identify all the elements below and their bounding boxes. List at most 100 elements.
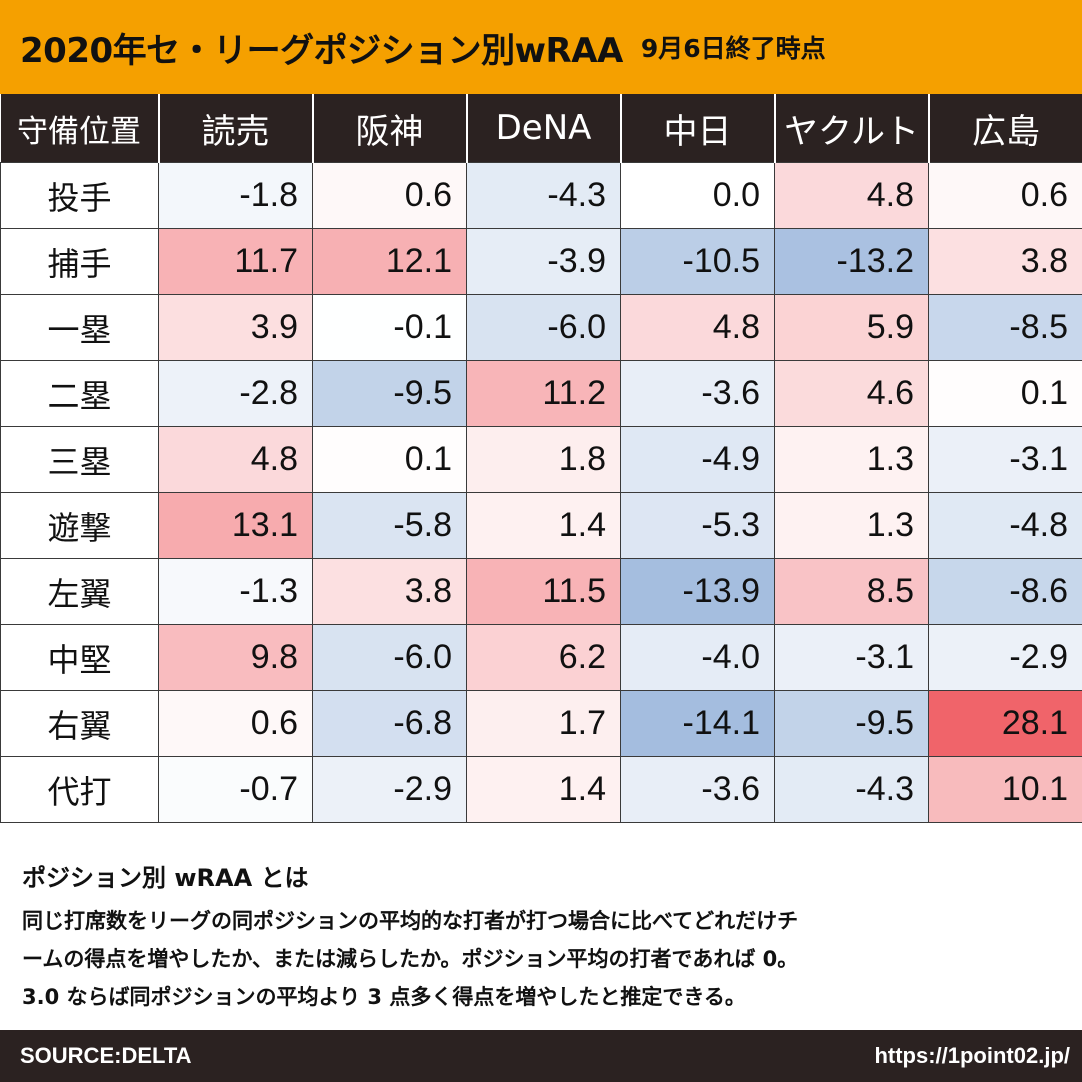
value-cell: 0.6 <box>312 162 467 229</box>
value-cell: 0.1 <box>928 360 1082 427</box>
description-body: 同じ打席数をリーグの同ポジションの平均的な打者が打つ場合に比べてどれだけチ ーム… <box>22 902 1067 1016</box>
value-cell: -9.5 <box>312 360 467 427</box>
value-cell: 1.3 <box>774 492 929 559</box>
position-label: 捕手 <box>0 228 159 295</box>
chart-subtitle: 9月6日終了時点 <box>640 34 826 63</box>
value-cell: -10.5 <box>620 228 775 295</box>
value-cell: -1.8 <box>158 162 313 229</box>
value-cell: -13.2 <box>774 228 929 295</box>
title-bar: 2020年セ・リーグポジション別wRAA 9月6日終了時点 <box>0 0 1082 94</box>
team-header: 阪神 <box>311 94 467 163</box>
value-cell: -0.1 <box>312 294 467 361</box>
value-cell: 0.6 <box>928 162 1082 229</box>
value-cell: -3.6 <box>620 360 775 427</box>
value-cell: 0.1 <box>312 426 467 493</box>
value-cell: -3.9 <box>466 228 621 295</box>
description-line: 3.0 ならば同ポジションの平均より 3 点多く得点を増やしたと推定できる。 <box>22 985 746 1009</box>
table-row: 遊撃 13.1 -5.8 1.4 -5.3 1.3 -4.8 <box>0 492 1082 559</box>
value-cell: -9.5 <box>774 690 929 757</box>
table-row: 中堅 9.8 -6.0 6.2 -4.0 -3.1 -2.9 <box>0 624 1082 691</box>
value-cell: 11.2 <box>466 360 621 427</box>
value-cell: 4.8 <box>158 426 313 493</box>
value-cell: -4.0 <box>620 624 775 691</box>
value-cell: 1.4 <box>466 492 621 559</box>
team-header: 中日 <box>619 94 775 163</box>
value-cell: -14.1 <box>620 690 775 757</box>
value-cell: -6.0 <box>466 294 621 361</box>
value-cell: 10.1 <box>928 756 1082 823</box>
table-row: 二塁 -2.8 -9.5 11.2 -3.6 4.6 0.1 <box>0 360 1082 427</box>
table-row: 左翼 -1.3 3.8 11.5 -13.9 8.5 -8.6 <box>0 558 1082 625</box>
position-label: 中堅 <box>0 624 159 691</box>
value-cell: 11.5 <box>466 558 621 625</box>
value-cell: -5.8 <box>312 492 467 559</box>
value-cell: -0.7 <box>158 756 313 823</box>
position-label: 遊撃 <box>0 492 159 559</box>
value-cell: 0.0 <box>620 162 775 229</box>
value-cell: 3.9 <box>158 294 313 361</box>
value-cell: 8.5 <box>774 558 929 625</box>
value-cell: 0.6 <box>158 690 313 757</box>
value-cell: 1.4 <box>466 756 621 823</box>
description-line: ームの得点を増やしたか、または減らしたか。ポジション平均の打者であれば 0。 <box>22 947 799 971</box>
table-row: 右翼 0.6 -6.8 1.7 -14.1 -9.5 28.1 <box>0 690 1082 757</box>
value-cell: 11.7 <box>158 228 313 295</box>
value-cell: -5.3 <box>620 492 775 559</box>
value-cell: -4.3 <box>774 756 929 823</box>
value-cell: 4.8 <box>774 162 929 229</box>
position-label: 三塁 <box>0 426 159 493</box>
value-cell: -3.6 <box>620 756 775 823</box>
table-row: 一塁 3.9 -0.1 -6.0 4.8 5.9 -8.5 <box>0 294 1082 361</box>
team-header: 広島 <box>927 94 1082 163</box>
value-cell: -8.5 <box>928 294 1082 361</box>
value-cell: 9.8 <box>158 624 313 691</box>
position-label: 左翼 <box>0 558 159 625</box>
value-cell: 6.2 <box>466 624 621 691</box>
value-cell: -2.8 <box>158 360 313 427</box>
value-cell: 1.7 <box>466 690 621 757</box>
team-header: 読売 <box>157 94 313 163</box>
wraa-table: 守備位置 読売 阪神 DeNA 中日 ヤクルト 広島 投手 -1.8 0.6 -4.3… <box>0 94 1082 823</box>
value-cell: -8.6 <box>928 558 1082 625</box>
value-cell: -3.1 <box>774 624 929 691</box>
value-cell: 4.6 <box>774 360 929 427</box>
team-header: ヤクルト <box>773 94 929 163</box>
value-cell: 1.8 <box>466 426 621 493</box>
value-cell: 12.1 <box>312 228 467 295</box>
value-cell: 4.8 <box>620 294 775 361</box>
chart-title: 2020年セ・リーグポジション別wRAA <box>20 30 623 71</box>
value-cell: -2.9 <box>928 624 1082 691</box>
source-url[interactable]: https://1point02.jp/ <box>874 1043 1070 1068</box>
description-title: ポジション別 wRAA とは <box>22 864 309 892</box>
table-row: 投手 -1.8 0.6 -4.3 0.0 4.8 0.6 <box>0 162 1082 229</box>
value-cell: -4.8 <box>928 492 1082 559</box>
position-label: 右翼 <box>0 690 159 757</box>
value-cell: -4.9 <box>620 426 775 493</box>
value-cell: -13.9 <box>620 558 775 625</box>
value-cell: 3.8 <box>312 558 467 625</box>
value-cell: 28.1 <box>928 690 1082 757</box>
team-header: DeNA <box>465 94 621 163</box>
position-label: 二塁 <box>0 360 159 427</box>
value-cell: -4.3 <box>466 162 621 229</box>
position-label: 一塁 <box>0 294 159 361</box>
description-line: 同じ打席数をリーグの同ポジションの平均的な打者が打つ場合に比べてどれだけチ <box>22 909 799 933</box>
corner-header: 守備位置 <box>0 94 159 163</box>
value-cell: 3.8 <box>928 228 1082 295</box>
value-cell: -6.8 <box>312 690 467 757</box>
table-row: 捕手 11.7 12.1 -3.9 -10.5 -13.2 3.8 <box>0 228 1082 295</box>
value-cell: -6.0 <box>312 624 467 691</box>
table-body: 投手 -1.8 0.6 -4.3 0.0 4.8 0.6 捕手 11.7 12.1 -3.9 -10.… <box>0 162 1082 823</box>
position-label: 代打 <box>0 756 159 823</box>
value-cell: -1.3 <box>158 558 313 625</box>
value-cell: 5.9 <box>774 294 929 361</box>
table-row: 三塁 4.8 0.1 1.8 -4.9 1.3 -3.1 <box>0 426 1082 493</box>
position-label: 投手 <box>0 162 159 229</box>
header-row: 守備位置 読売 阪神 DeNA 中日 ヤクルト 広島 <box>0 94 1082 163</box>
value-cell: 1.3 <box>774 426 929 493</box>
value-cell: 13.1 <box>158 492 313 559</box>
value-cell: -2.9 <box>312 756 467 823</box>
source-label: SOURCE:DELTA <box>20 1043 192 1068</box>
value-cell: -3.1 <box>928 426 1082 493</box>
footer-bar: SOURCE:DELTA https://1point02.jp/ <box>0 1030 1082 1082</box>
